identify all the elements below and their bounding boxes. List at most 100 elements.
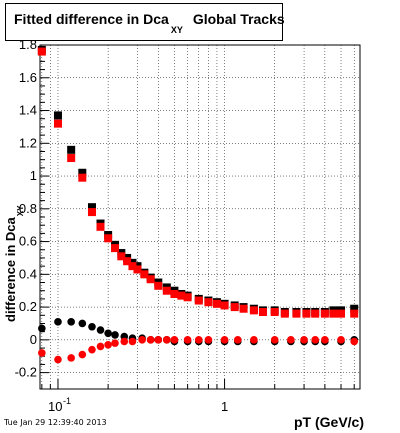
y-tick-label: 0.2 (19, 299, 37, 314)
data-point-circle (204, 336, 213, 344)
data-point-circle (154, 336, 163, 344)
data-point-circle (78, 319, 87, 328)
y-tick-label: 0 (30, 332, 37, 347)
data-point-circle (54, 318, 62, 326)
y-tick-label: 0.6 (19, 234, 37, 249)
data-point-square (96, 222, 105, 231)
data-point-circle (104, 340, 112, 349)
data-point-circle (194, 336, 203, 344)
data-point-square (280, 309, 289, 318)
data-point-circle (170, 336, 179, 344)
data-point-square (177, 291, 186, 300)
data-point-circle (350, 337, 359, 346)
data-point-square (212, 299, 221, 308)
data-point-square (53, 111, 62, 120)
data-point-circle (111, 331, 119, 339)
data-point-square (337, 309, 346, 318)
data-point-square (53, 119, 62, 128)
x-axis-label: pT (GeV/c) (294, 414, 364, 430)
data-point-square (117, 252, 126, 261)
y-tick-label: 0.4 (19, 266, 37, 281)
data-point-circle (67, 318, 75, 326)
chart-title-subscript: XY (171, 25, 183, 35)
data-point-square (270, 308, 279, 317)
data-point-circle (88, 322, 96, 331)
data-point-square (78, 173, 87, 182)
y-tick-label: 0.8 (19, 201, 37, 216)
data-point-square (170, 289, 179, 298)
data-point-circle (96, 326, 105, 334)
data-point-circle (162, 336, 171, 344)
data-point-square (78, 168, 87, 177)
data-point-circle (67, 354, 75, 362)
data-point-square (302, 309, 311, 318)
y-tick-label: -0.2 (15, 365, 37, 380)
data-point-square (128, 262, 137, 271)
data-point-circle (146, 336, 155, 344)
data-point-square (154, 281, 163, 290)
data-point-square (67, 154, 76, 163)
data-point-square (140, 270, 149, 279)
data-point-square (350, 304, 359, 313)
data-point-square (37, 47, 46, 56)
data-point-square (87, 208, 96, 217)
y-tick-label: 1.2 (19, 135, 37, 150)
data-point-circle (38, 349, 46, 357)
y-axis-label-group: difference in Dca XY (3, 205, 25, 322)
data-point-circle (233, 336, 242, 344)
chart-title-suffix: Global Tracks (193, 11, 284, 27)
data-point-circle (111, 339, 119, 347)
axes: -0.2 0 0.2 0.4 0.6 0.8 1 1.2 1.4 1.6 1.8 10 -1 1 (15, 37, 355, 414)
data-point-circle (138, 336, 146, 344)
data-point-square (133, 265, 142, 274)
data-point-square (204, 298, 213, 307)
y-tick-label: 1.8 (19, 37, 37, 52)
data-point-circle (337, 336, 345, 344)
data-point-circle (183, 336, 192, 344)
data-point-square (104, 234, 113, 243)
data-point-circle (311, 336, 320, 344)
data-point-square (194, 296, 203, 305)
data-point-square (123, 257, 132, 266)
data-point-square (292, 309, 301, 318)
x-tick-label-exponent: -1 (63, 396, 71, 406)
chart-title-box: Fitted difference in Dca XY Global Track… (5, 3, 284, 41)
data-point-square (87, 203, 96, 212)
data-point-square (311, 309, 320, 318)
data-point-square (258, 308, 267, 317)
data-point-square (249, 306, 258, 315)
data-point-square (67, 145, 76, 154)
data-point-circle (287, 336, 295, 344)
data-point-circle (96, 342, 105, 351)
footer-timestamp: Tue Jan 29 12:39:40 2013 (4, 418, 107, 427)
data-point-circle (128, 337, 137, 346)
data-point-square (111, 244, 120, 253)
y-tick-label: 1 (30, 168, 37, 183)
data-point-circle (250, 336, 258, 344)
y-axis-label-subscript: XY (16, 205, 25, 216)
data-point-square (183, 293, 192, 302)
data-point-circle (321, 336, 329, 344)
data-point-square (146, 275, 155, 284)
data-point-circle (104, 329, 112, 338)
data-point-circle (270, 336, 279, 344)
data-point-square (162, 286, 171, 295)
chart-title: Fitted difference in Dca (14, 11, 169, 27)
data-point-square (220, 301, 229, 310)
y-axis-label: difference in Dca (3, 216, 18, 322)
data-point-square (239, 304, 248, 313)
data-point-square (350, 309, 359, 318)
data-point-square (320, 309, 329, 318)
x-tick-label: 10 (48, 399, 62, 414)
data-point-circle (78, 350, 87, 359)
data-point-circle (38, 324, 46, 333)
x-tick-label: 1 (221, 399, 228, 414)
y-tick-label: 1.6 (19, 70, 37, 85)
data-point-square (230, 303, 239, 312)
data-point-circle (88, 345, 96, 354)
data-point-circle (300, 336, 308, 344)
data-point-circle (220, 336, 229, 344)
data-point-square (329, 309, 338, 318)
y-tick-label: 1.4 (19, 103, 37, 118)
